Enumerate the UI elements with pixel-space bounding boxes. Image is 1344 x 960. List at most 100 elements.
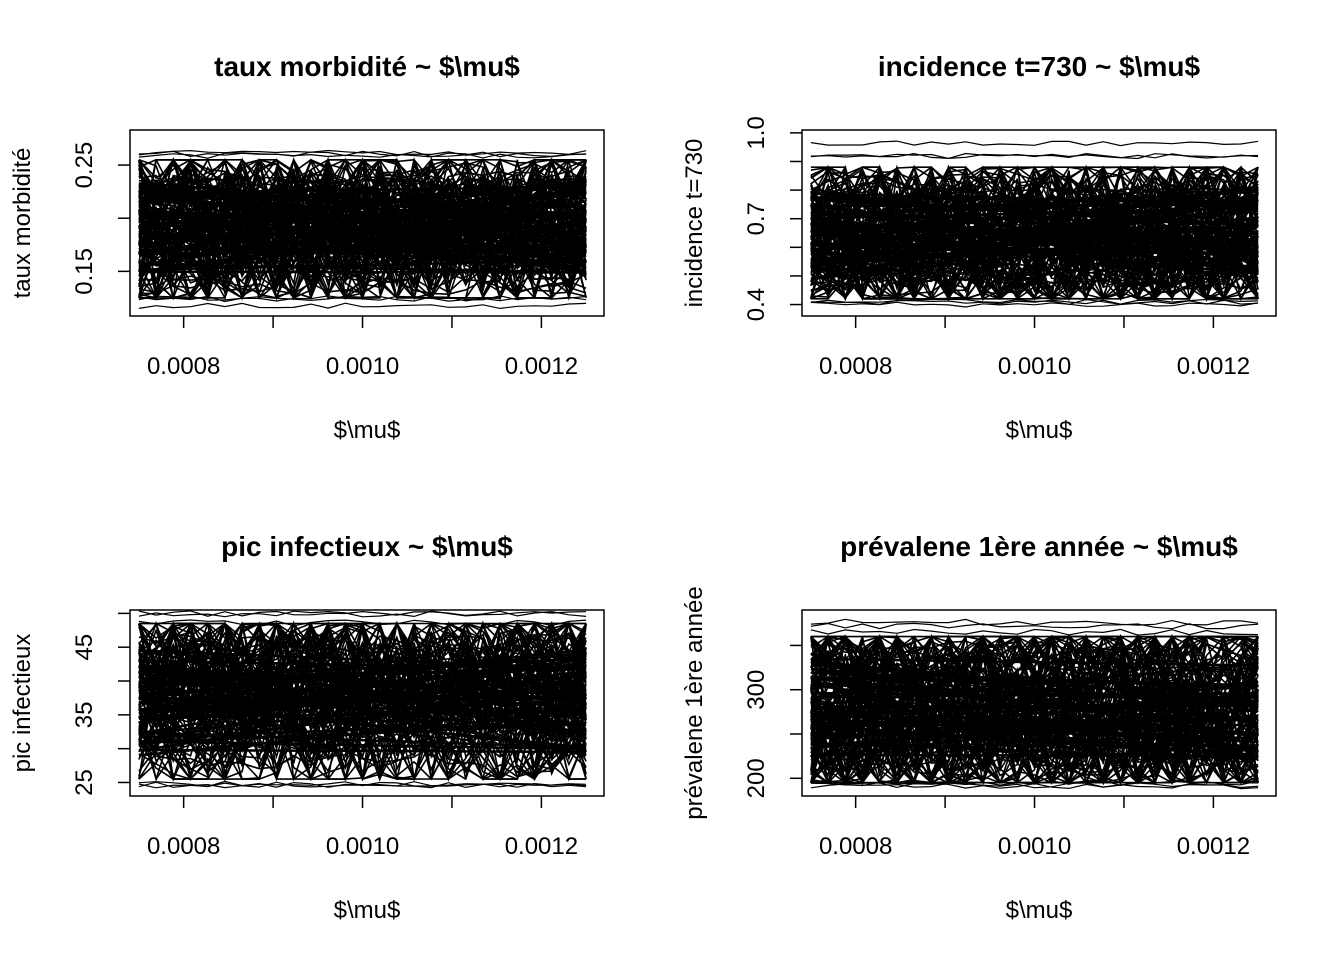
series-line <box>810 234 1259 241</box>
series-line <box>810 668 1259 738</box>
series-line <box>810 298 1259 305</box>
y-axis-label: pic infectieux <box>9 634 36 773</box>
x-tick-label: 0.0010 <box>998 353 1071 380</box>
chart-panel-4: prévalene 1ère année ~ $\mu$ $\mu$ prévale… <box>681 531 1277 924</box>
series-line <box>138 295 587 303</box>
series-line <box>810 257 1259 300</box>
series-line <box>138 690 587 781</box>
series-line <box>138 663 587 704</box>
series-line <box>810 634 1259 696</box>
y-tick-label: 300 <box>743 670 770 710</box>
series-line <box>138 149 587 156</box>
chart-panel-3: pic infectieux ~ $\mu$ $\mu$ pic infectieu… <box>9 531 605 924</box>
series-line <box>810 152 1259 160</box>
series-line <box>138 219 587 274</box>
x-tick-label: 0.0008 <box>819 353 892 380</box>
series-line <box>138 209 587 274</box>
series-line <box>138 748 587 754</box>
y-tick-label: 0.25 <box>71 142 98 189</box>
series-line <box>810 720 1259 744</box>
series-line <box>810 662 1259 707</box>
series-line <box>810 227 1259 299</box>
series-line <box>138 196 587 208</box>
series-line <box>138 192 587 249</box>
series-line <box>810 207 1259 275</box>
series-line <box>810 628 1259 636</box>
series-line <box>138 706 587 782</box>
series-line <box>138 183 587 228</box>
series-line <box>810 714 1259 739</box>
y-tick-label: 0.15 <box>71 248 98 295</box>
series-line <box>138 731 587 749</box>
series-line <box>810 691 1259 754</box>
series-line <box>810 622 1259 630</box>
y-tick-label: 25 <box>71 769 98 796</box>
series-line <box>810 211 1259 265</box>
series-line <box>810 166 1259 237</box>
series-line <box>810 667 1259 709</box>
data-lines <box>138 149 587 310</box>
series-line <box>138 701 587 749</box>
series-line <box>810 709 1259 760</box>
series-line <box>138 610 587 618</box>
data-lines <box>138 610 587 789</box>
series-line <box>810 224 1259 268</box>
series-line <box>138 649 587 670</box>
series-line <box>810 224 1259 262</box>
plot-frame <box>801 129 1277 317</box>
series-line <box>810 238 1259 250</box>
series-line <box>138 708 587 720</box>
series-line <box>810 301 1259 308</box>
x-tick-label: 0.0012 <box>505 353 578 380</box>
series-line <box>138 725 587 782</box>
plot-frame <box>801 609 1277 797</box>
series-line <box>810 779 1259 787</box>
series-line <box>810 717 1259 740</box>
data-lines <box>810 140 1259 308</box>
series-line <box>138 188 587 267</box>
series-line <box>810 642 1259 674</box>
series-line <box>810 196 1259 203</box>
y-tick-label: 0.4 <box>743 288 770 321</box>
series-line <box>810 672 1259 696</box>
plot-frame <box>129 609 605 797</box>
chart-title: pic infectieux ~ $\mu$ <box>221 531 513 562</box>
chart-panel-1: taux morbidité ~ $\mu$ $\mu$ taux morbidit… <box>9 51 605 444</box>
y-tick-label: 45 <box>71 634 98 661</box>
series-line <box>138 670 587 714</box>
y-tick-label: 0.7 <box>743 202 770 235</box>
series-line <box>810 702 1259 710</box>
series-line <box>810 657 1259 667</box>
y-axis-label: prévalene 1ère année <box>681 586 708 820</box>
series-line <box>138 620 587 734</box>
x-tick-label: 0.0010 <box>326 833 399 860</box>
series-line <box>138 628 587 720</box>
y-axis-label: taux morbidité <box>9 148 36 299</box>
x-tick-label: 0.0008 <box>819 833 892 860</box>
chart-title: prévalene 1ère année ~ $\mu$ <box>840 531 1238 562</box>
series-line <box>138 687 587 713</box>
series-line <box>810 187 1259 259</box>
x-axis-label: $\mu$ <box>334 417 401 444</box>
y-tick-label: 200 <box>743 758 770 798</box>
series-line <box>810 676 1259 687</box>
x-axis-label: $\mu$ <box>1006 417 1073 444</box>
series-line <box>810 140 1259 147</box>
chart-panel-2: incidence t=730 ~ $\mu$ $\mu$ incidence t=… <box>681 51 1277 444</box>
series-line <box>810 254 1259 286</box>
series-line <box>138 781 587 789</box>
series-line <box>138 157 587 222</box>
series-line <box>138 302 587 310</box>
series-line <box>138 188 587 237</box>
series-line <box>138 780 587 788</box>
series-line <box>138 648 587 698</box>
series-line <box>138 185 587 195</box>
series-line <box>810 634 1259 727</box>
series-line <box>138 740 587 751</box>
series-line <box>810 713 1259 786</box>
series-line <box>810 298 1259 306</box>
series-line <box>810 203 1259 208</box>
x-axis-label: $\mu$ <box>334 897 401 924</box>
series-line <box>138 208 587 236</box>
